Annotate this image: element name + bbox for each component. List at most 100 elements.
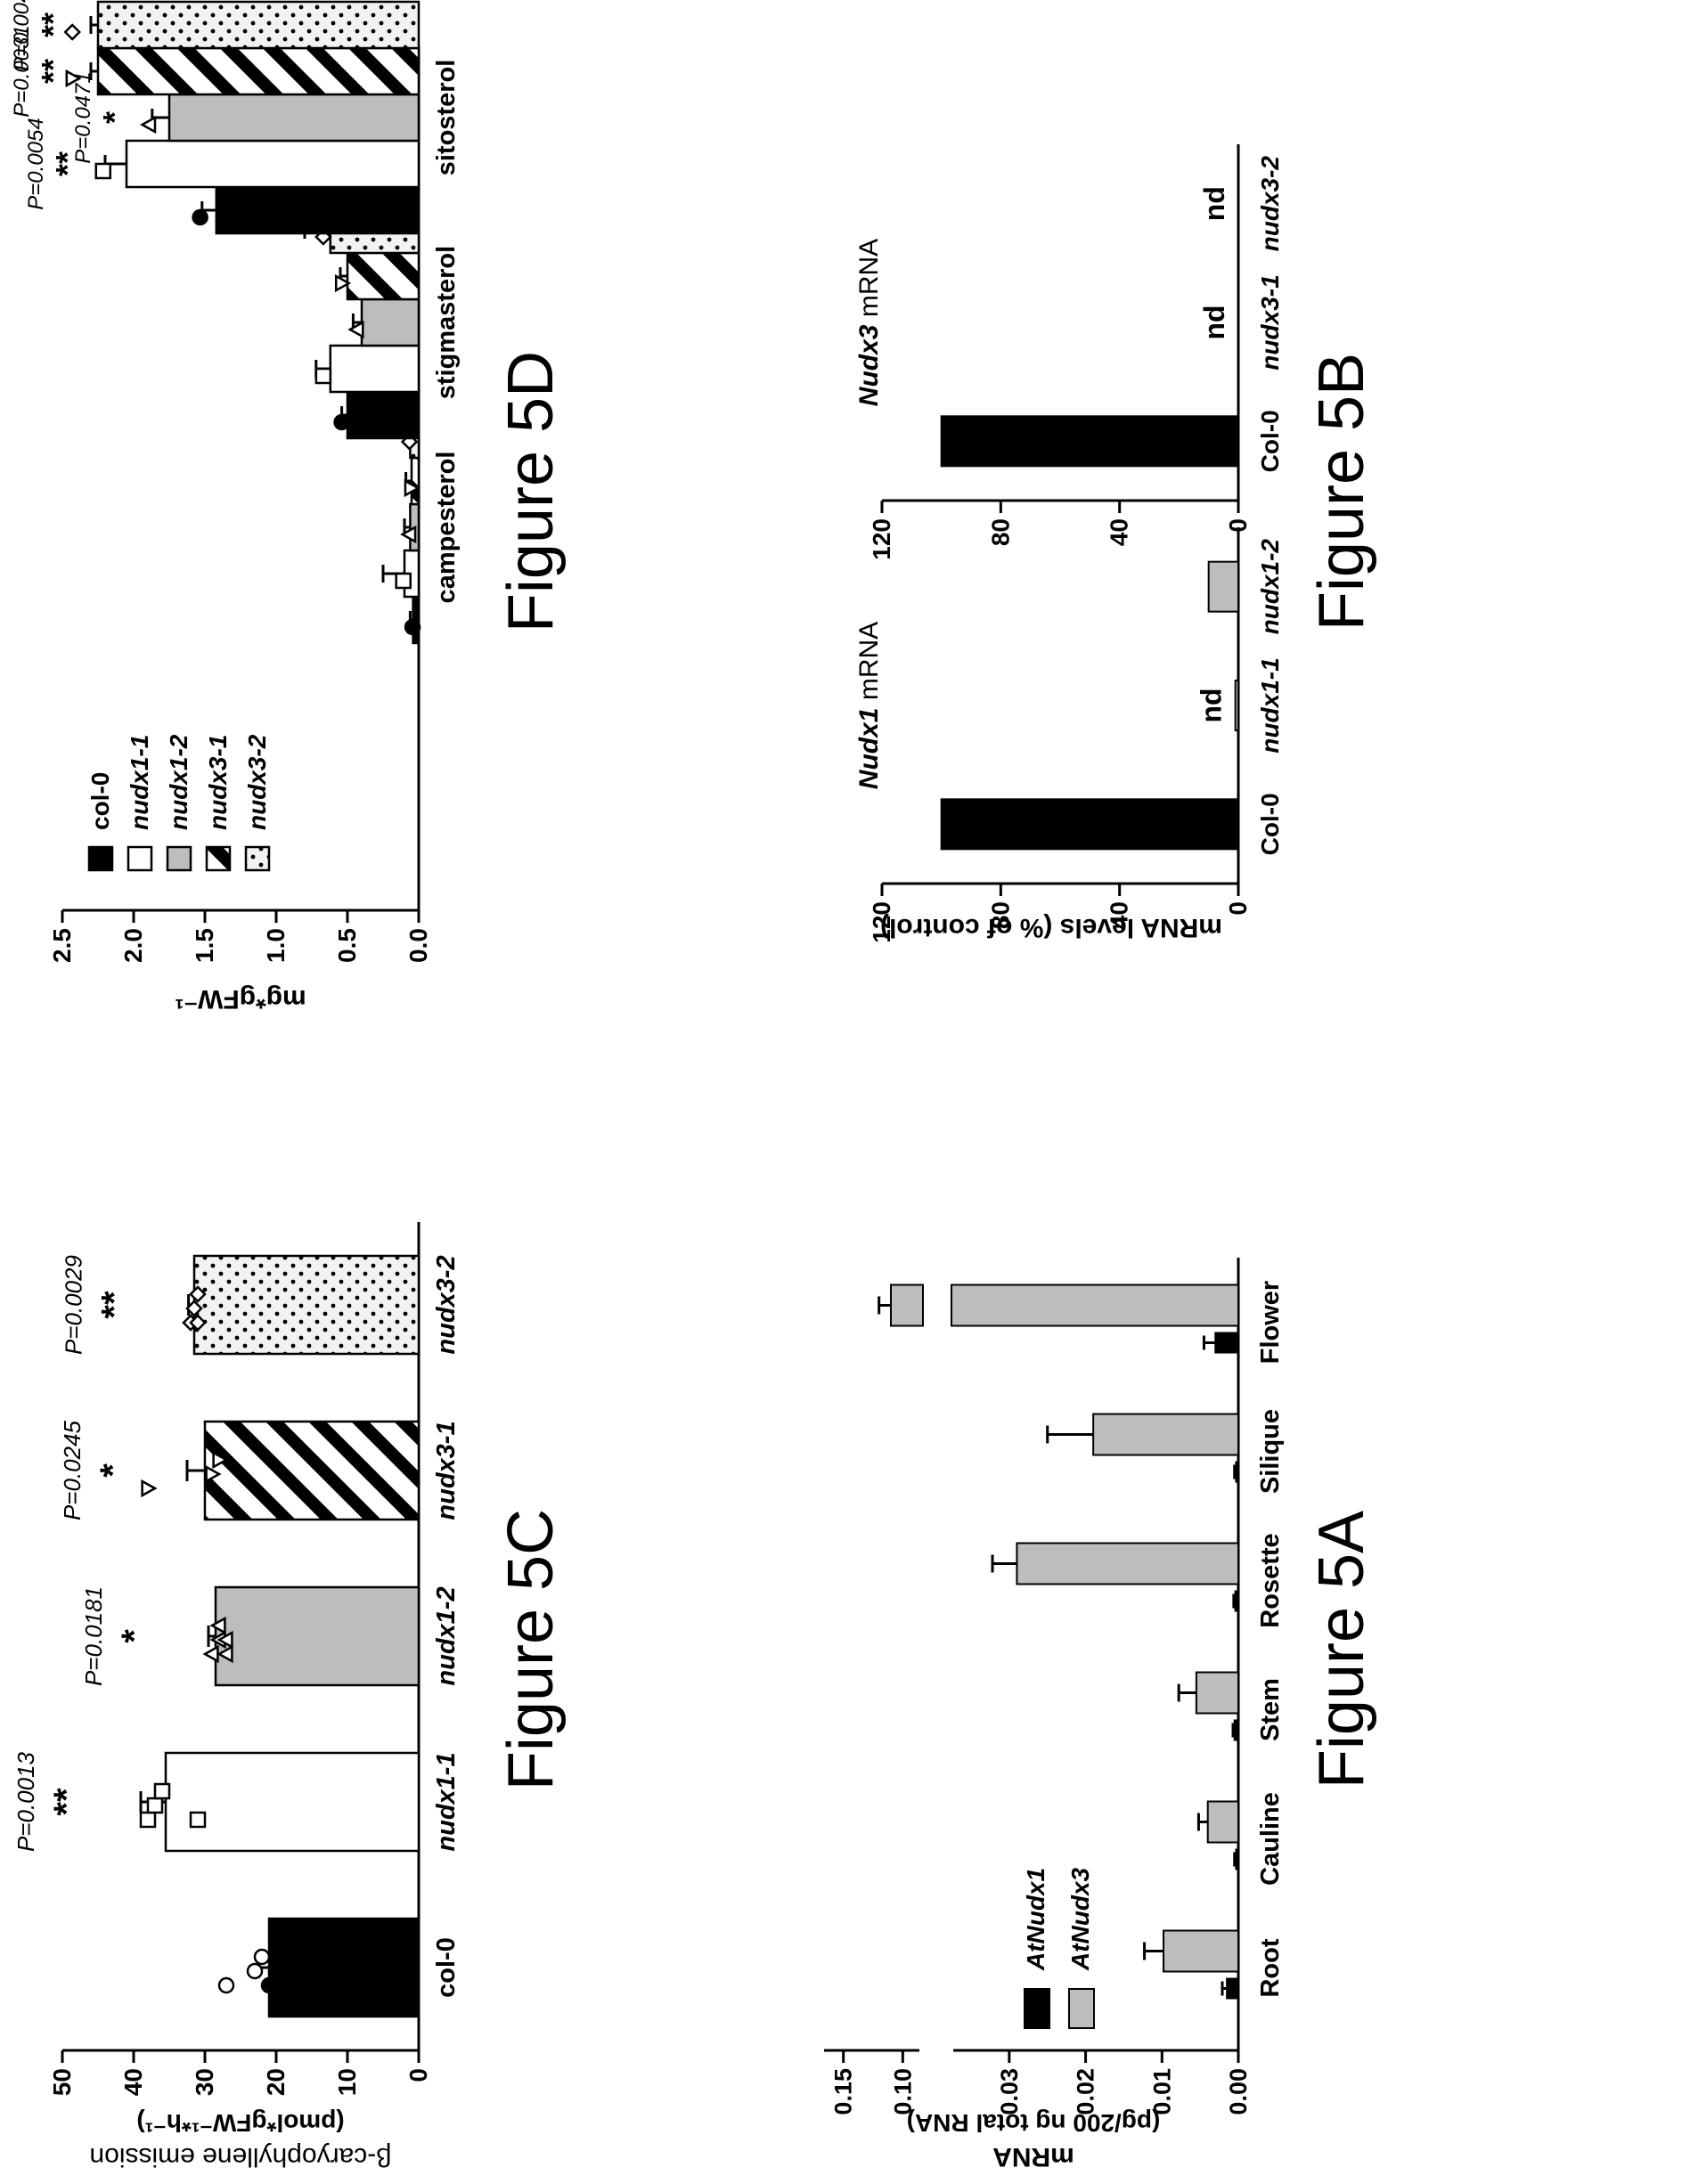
p-value: P=0.0054 xyxy=(24,118,48,209)
y-tick-label: 40 xyxy=(1106,901,1133,929)
y-tick-label: 0.01 xyxy=(1148,2068,1175,2115)
y-tick-label: 2.0 xyxy=(119,928,147,963)
legend-swatch xyxy=(87,845,114,872)
x-tick-label: Silique xyxy=(1256,1409,1285,1494)
data-point xyxy=(347,320,364,339)
y-tick-label: 50 xyxy=(48,2068,76,2096)
data-point xyxy=(189,1811,207,1829)
y-tick-label: 0.03 xyxy=(996,2068,1023,2115)
bar-nudx3-1-campesterol xyxy=(410,456,420,506)
y-axis-label: mRNA xyxy=(992,2142,1074,2172)
chart-5d: 0.0 0.5 1.0 1.5 2.0 2.5 mg*gFW⁻¹ campesterol sti… xyxy=(10,0,567,1014)
y-tick-label: 1.0 xyxy=(262,928,290,963)
x-tick-label: nudx1-2 xyxy=(1256,539,1284,635)
y-tick-label: 40 xyxy=(1106,518,1133,546)
significance-mark: * xyxy=(115,1629,154,1643)
y-tick-label: 0.15 xyxy=(830,2068,857,2115)
legend-5d: col-0 nudx1-1 nudx1-2 nudx3-1 nudx3-2 xyxy=(86,734,271,872)
data-point xyxy=(185,1300,203,1317)
significance-mark: ** xyxy=(47,1788,86,1816)
panel-title: Nudx3 mRNA xyxy=(854,239,884,406)
x-tick-label: nudx3-1 xyxy=(1256,274,1284,370)
bar-Col-0 xyxy=(940,798,1239,851)
data-point xyxy=(216,1630,233,1650)
p-value: P=0.0013 xyxy=(12,1751,39,1852)
bar-nudx3-2 xyxy=(192,1254,420,1356)
legend-swatch xyxy=(166,845,192,872)
y-axis-label: β-caryophyllene emission xyxy=(89,2142,391,2172)
legend-label: nudx3-1 xyxy=(204,735,232,830)
y-tick-label: 0.10 xyxy=(889,2068,916,2115)
bar-nudx1-1 xyxy=(164,1751,420,1853)
chart-5a: 0.00 0.01 0.02 0.03 0.10 0.15 mRNA (pg/200 ng t… xyxy=(824,1258,1377,2172)
bar-nudx3-1-sitosterol xyxy=(96,46,420,96)
nd-label: nd xyxy=(1196,688,1228,722)
bar-atnudx3 xyxy=(1163,1929,1239,1973)
y-tick-label: 0.02 xyxy=(1073,2068,1099,2115)
y-axis-label: mg*gFW⁻¹ xyxy=(175,984,306,1014)
legend-label: nudx1-2 xyxy=(165,734,192,830)
bar-atnudx1 xyxy=(1226,1977,1239,2000)
data-point xyxy=(216,1644,233,1664)
y-tick-label: 0 xyxy=(1224,901,1252,916)
y-tick-label: 0 xyxy=(404,2068,432,2082)
significance-mark: ** xyxy=(95,1291,135,1319)
y-tick-label: 30 xyxy=(191,2068,218,2096)
data-point xyxy=(395,572,412,590)
legend-5a: AtNudx1 AtNudx3 xyxy=(1022,1867,1095,2029)
y-tick-label: 0 xyxy=(1224,518,1252,533)
data-point xyxy=(192,208,208,226)
x-tick-label: Col-0 xyxy=(1256,410,1284,472)
bar-atnudx3 xyxy=(1206,1800,1239,1844)
x-tick-label: nudx3-1 xyxy=(432,1421,461,1520)
data-point xyxy=(65,69,82,88)
nd-label: nd xyxy=(1198,305,1230,339)
data-point xyxy=(334,273,352,293)
legend-label: AtNudx3 xyxy=(1066,1867,1094,1971)
legend-swatch-atnudx1 xyxy=(1024,1988,1050,2029)
x-tick-label: sitosterol xyxy=(432,60,461,176)
chart-5c: 0 10 20 30 40 50 β-caryophyllene emission (pmol… xyxy=(12,1222,567,2172)
y-axis-label: (pg/200 ng total RNA) xyxy=(907,2109,1161,2137)
y-tick-label: 0.5 xyxy=(333,928,361,963)
p-value: P=0.0471 xyxy=(71,71,95,163)
figure-caption: Figure 5D xyxy=(495,351,567,632)
bar-atnudx1 xyxy=(1233,1719,1239,1741)
y-tick-label: 20 xyxy=(262,2068,290,2096)
legend-label: col-0 xyxy=(86,772,114,830)
data-point xyxy=(246,1962,264,1980)
data-point xyxy=(303,1948,321,1966)
rotated-figure-group: 0.00 0.01 0.02 0.03 0.10 0.15 mRNA (pg/200 ng t… xyxy=(10,0,1377,2172)
significance-mark: * xyxy=(94,1463,133,1478)
data-point xyxy=(333,413,350,431)
bar-nudx3-1-stigmasterol xyxy=(346,251,420,301)
x-tick-label: campesterol xyxy=(432,452,461,604)
x-tick-label: nudx3-2 xyxy=(1256,156,1284,252)
y-tick-label: 0.00 xyxy=(1225,2068,1252,2115)
bar-nudx1-2 xyxy=(1207,560,1239,613)
x-tick-label: nudx1-1 xyxy=(1256,657,1284,753)
p-value: P=0.0245 xyxy=(59,1420,86,1520)
x-tick-label: Col-0 xyxy=(1256,793,1284,855)
figure-caption: Figure 5B xyxy=(1306,353,1377,631)
data-point xyxy=(202,1644,219,1664)
y-tick-label: 80 xyxy=(986,518,1014,546)
bar-nudx1-1 xyxy=(1234,680,1239,731)
y-tick-label: 120 xyxy=(868,901,895,943)
bar-nudx1-2-stigmasterol xyxy=(360,297,420,347)
chart-5b: mRNA levels (% of control)04080120Col-0n… xyxy=(854,144,1377,943)
data-point xyxy=(146,1797,164,1814)
x-tick-label: stigmasterol xyxy=(432,246,461,399)
x-tick-label: Root xyxy=(1256,1938,1285,1997)
bar-nudx3-2-sitosterol xyxy=(96,0,420,50)
data-point xyxy=(189,1285,207,1303)
p-value: P=0.0046 xyxy=(10,0,34,71)
data-point xyxy=(404,478,420,498)
bar-nudx3-1 xyxy=(203,1420,420,1521)
data-point xyxy=(141,1479,158,1498)
legend-swatch xyxy=(127,845,153,872)
x-tick-label: Rosette xyxy=(1256,1533,1285,1627)
bar-atnudx3 xyxy=(1092,1413,1239,1456)
x-tick-label: nudx1-1 xyxy=(432,1752,461,1851)
